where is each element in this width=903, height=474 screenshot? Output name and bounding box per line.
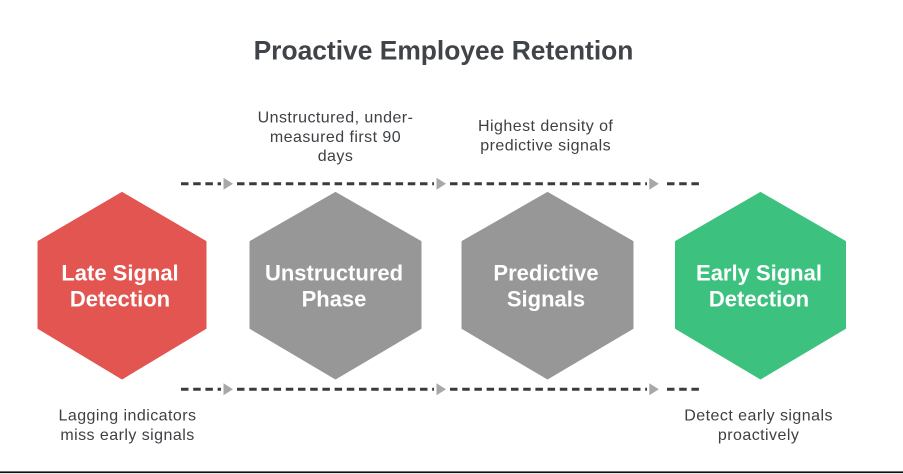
svg-text:Unstructured: Unstructured bbox=[265, 260, 403, 285]
svg-text:Detect early signals: Detect early signals bbox=[684, 408, 833, 425]
svg-text:Unstructured, under-: Unstructured, under- bbox=[258, 110, 414, 127]
svg-text:miss early signals: miss early signals bbox=[60, 427, 194, 444]
svg-text:days: days bbox=[318, 148, 354, 165]
svg-text:Signals: Signals bbox=[507, 287, 585, 312]
svg-text:Late Signal: Late Signal bbox=[61, 260, 178, 285]
svg-text:proactively: proactively bbox=[718, 427, 799, 444]
svg-text:Detection: Detection bbox=[709, 287, 809, 312]
svg-text:Predictive: Predictive bbox=[493, 260, 598, 285]
svg-text:Highest density of: Highest density of bbox=[478, 118, 613, 135]
svg-text:Phase: Phase bbox=[302, 287, 367, 312]
svg-text:measured first 90: measured first 90 bbox=[270, 129, 401, 146]
svg-text:Early Signal: Early Signal bbox=[696, 260, 822, 285]
svg-text:Proactive Employee Retention: Proactive Employee Retention bbox=[254, 35, 634, 65]
svg-text:predictive signals: predictive signals bbox=[480, 137, 611, 154]
svg-text:Detection: Detection bbox=[70, 287, 170, 312]
svg-text:Lagging indicators: Lagging indicators bbox=[59, 408, 197, 425]
